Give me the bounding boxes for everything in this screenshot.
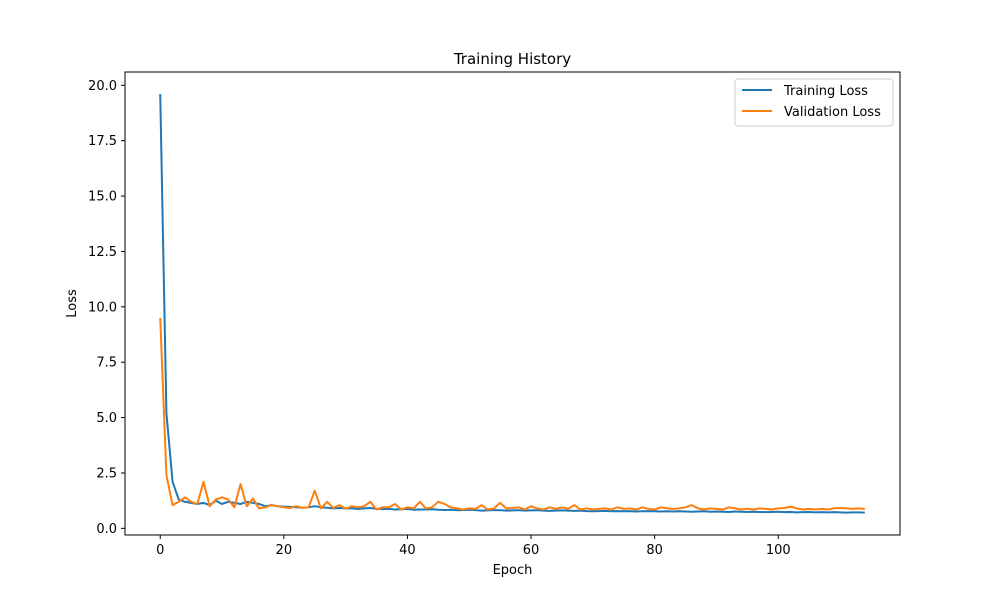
y-tick-label: 15.0 bbox=[88, 190, 117, 205]
x-tick-label: 20 bbox=[276, 543, 293, 558]
y-tick-label: 2.5 bbox=[96, 466, 117, 481]
x-axis-title: Epoch bbox=[493, 563, 533, 578]
chart-title: Training History bbox=[453, 50, 571, 68]
y-tick-label: 17.5 bbox=[88, 134, 117, 149]
legend-label-validation-loss: Validation Loss bbox=[784, 105, 881, 120]
y-tick-label: 12.5 bbox=[88, 245, 117, 260]
series-lines bbox=[159, 94, 865, 514]
y-tick-label: 0.0 bbox=[96, 522, 117, 537]
x-tick-label: 40 bbox=[399, 543, 416, 558]
y-tick-label: 7.5 bbox=[96, 356, 117, 371]
legend: Training Loss Validation Loss bbox=[734, 78, 894, 127]
y-tick-label: 5.0 bbox=[96, 411, 117, 426]
axes-frame bbox=[124, 71, 901, 536]
y-axis-title: Loss bbox=[65, 289, 80, 318]
series-line-validation-loss bbox=[159, 317, 865, 511]
plot-area: 0 20 40 60 80 100 0.0 2.5 5.0 7.5 10.0 12.5 15.0 17.… bbox=[88, 71, 901, 558]
y-axis: 0.0 2.5 5.0 7.5 10.0 12.5 15.0 17.5 20.0 bbox=[88, 79, 125, 537]
x-tick-label: 100 bbox=[766, 543, 791, 558]
legend-box bbox=[734, 78, 894, 127]
x-axis: 0 20 40 60 80 100 bbox=[156, 535, 791, 558]
x-tick-label: 60 bbox=[523, 543, 540, 558]
legend-label-training-loss: Training Loss bbox=[783, 84, 868, 99]
x-tick-label: 0 bbox=[156, 543, 164, 558]
x-tick-label: 80 bbox=[646, 543, 663, 558]
y-tick-label: 10.0 bbox=[88, 300, 117, 315]
y-tick-label: 20.0 bbox=[88, 79, 117, 94]
